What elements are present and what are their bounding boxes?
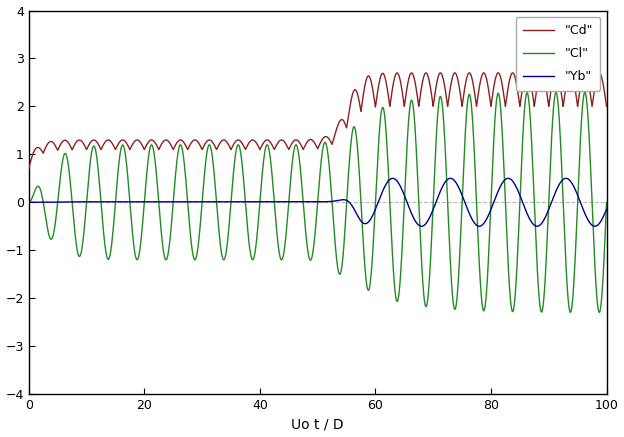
Legend: "Cd", "Cl", "Yb": "Cd", "Cl", "Yb" <box>515 17 600 91</box>
"Cl" <box>581 90 588 95</box>
"Yb" <box>54 199 62 205</box>
"Cl" <box>234 142 241 147</box>
Line: "Cd": "Cd" <box>29 73 607 169</box>
"Yb" <box>562 176 570 181</box>
"Yb" <box>603 207 610 212</box>
"Cd" <box>367 77 374 82</box>
"Cl" <box>595 310 603 315</box>
"Cd" <box>392 72 399 77</box>
Line: "Yb": "Yb" <box>29 178 607 226</box>
"Cl" <box>367 277 374 282</box>
"Yb" <box>25 200 32 205</box>
X-axis label: Uo t / D: Uo t / D <box>291 417 344 431</box>
"Cl" <box>25 200 32 205</box>
"Cd" <box>25 166 32 171</box>
"Cd" <box>603 104 610 109</box>
"Yb" <box>234 199 241 205</box>
"Cd" <box>234 137 241 142</box>
"Cl" <box>603 200 610 205</box>
"Yb" <box>591 224 598 229</box>
"Yb" <box>484 214 492 219</box>
"Cd" <box>595 70 603 76</box>
"Cl" <box>484 267 492 272</box>
"Cl" <box>453 295 461 300</box>
"Cd" <box>484 83 492 88</box>
"Yb" <box>392 177 399 182</box>
"Cd" <box>453 74 461 80</box>
"Cl" <box>54 198 62 204</box>
"Yb" <box>453 182 461 187</box>
"Yb" <box>367 216 374 222</box>
"Cl" <box>392 295 399 300</box>
Line: "Cl": "Cl" <box>29 92 607 312</box>
"Cd" <box>54 147 62 153</box>
